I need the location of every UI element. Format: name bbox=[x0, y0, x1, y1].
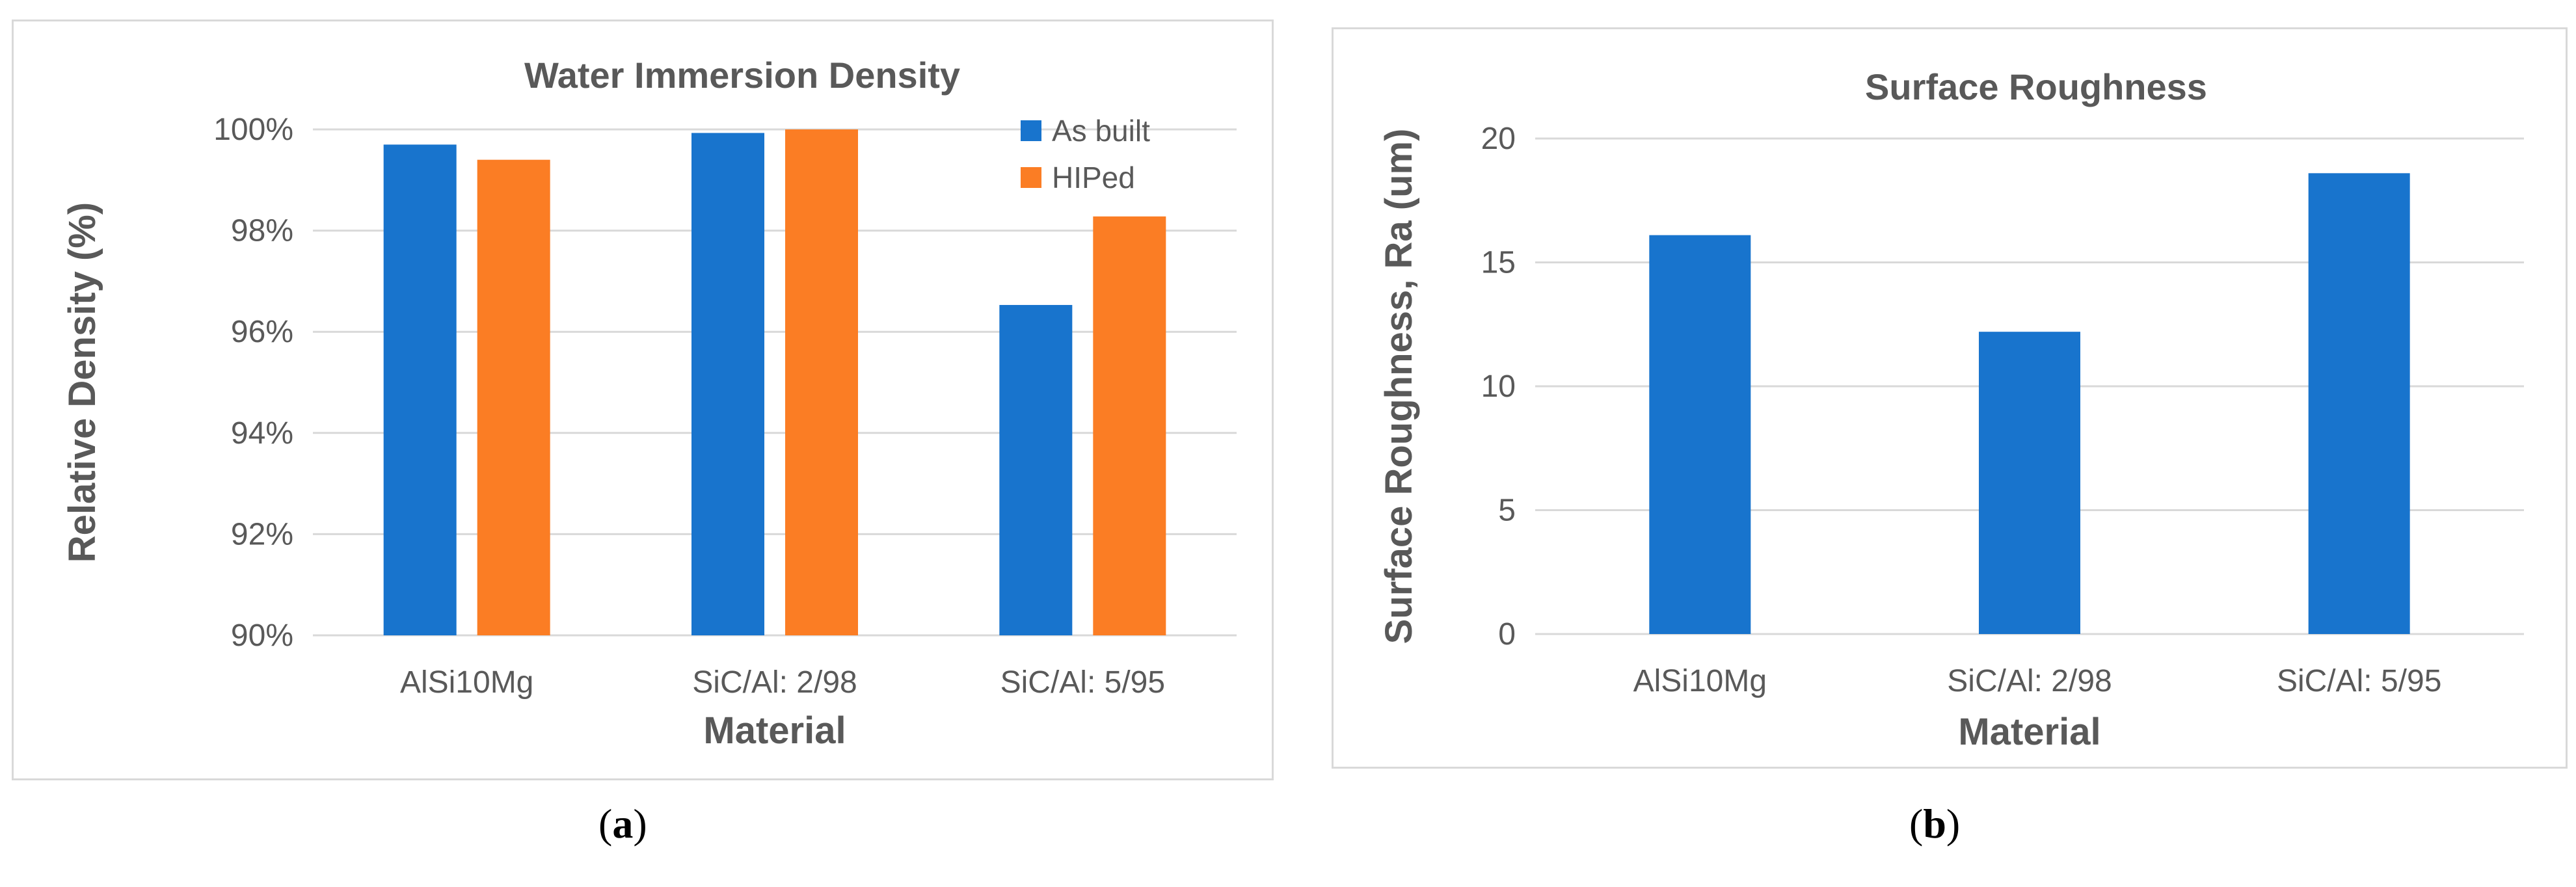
y-axis-title: Surface Roughness, Ra (um) bbox=[1378, 129, 1420, 644]
x-tick-label: SiC/Al: 5/95 bbox=[2277, 664, 2441, 698]
roughness-chart-svg: Surface Roughness 0 5 10 15 20 AlSi10Mg SiC/Al:… bbox=[1378, 66, 2524, 753]
x-tick-label: SiC/Al: 2/98 bbox=[692, 665, 857, 700]
chart-panel-roughness: Surface Roughness 0 5 10 15 20 AlSi10Mg SiC/Al:… bbox=[1332, 27, 2568, 769]
legend-swatch bbox=[1021, 120, 1041, 141]
chart-title: Water Immersion Density bbox=[524, 55, 960, 96]
bar-as-built bbox=[383, 144, 457, 636]
y-tick-label: 98% bbox=[231, 214, 293, 248]
bar-surface-roughness bbox=[1649, 235, 1751, 635]
y-axis-title: Relative Density (%) bbox=[61, 202, 103, 563]
x-axis-title: Material bbox=[1958, 711, 2100, 753]
x-tick-label: AlSi10Mg bbox=[1633, 664, 1767, 698]
caption-b: (b) bbox=[1909, 801, 1961, 847]
legend-label: HIPed bbox=[1052, 161, 1135, 194]
x-tick-label: SiC/Al: 2/98 bbox=[1947, 664, 2112, 698]
bar-surface-roughness bbox=[1979, 332, 2080, 634]
legend-swatch bbox=[1021, 167, 1041, 188]
y-tick-label: 92% bbox=[231, 517, 293, 551]
y-tick-label: 100% bbox=[213, 113, 293, 147]
legend-label: As built bbox=[1052, 114, 1150, 148]
bar-hiped bbox=[785, 129, 858, 635]
x-tick-label: AlSi10Mg bbox=[400, 665, 533, 700]
x-tick-label: SiC/Al: 5/95 bbox=[1000, 665, 1165, 700]
y-tick-label: 5 bbox=[1498, 494, 1516, 528]
bar-as-built bbox=[999, 304, 1073, 635]
chart-title: Surface Roughness bbox=[1865, 66, 2207, 107]
bar-surface-roughness bbox=[2308, 173, 2410, 635]
bar-as-built bbox=[691, 133, 764, 636]
y-tick-label: 96% bbox=[231, 315, 293, 349]
y-tick-label: 0 bbox=[1498, 617, 1516, 652]
y-tick-label: 94% bbox=[231, 416, 293, 451]
y-tick-label: 90% bbox=[231, 618, 293, 653]
x-axis-title: Material bbox=[703, 709, 846, 752]
bar-hiped bbox=[477, 159, 550, 635]
caption-a: (a) bbox=[598, 801, 647, 847]
y-tick-label: 15 bbox=[1481, 246, 1516, 280]
density-chart-svg: Water Immersion Density 90% 92% 94% 96% 98% 10… bbox=[61, 55, 1237, 752]
bar-hiped bbox=[1093, 216, 1166, 635]
y-tick-label: 20 bbox=[1481, 122, 1516, 156]
y-tick-label: 10 bbox=[1481, 369, 1516, 404]
chart-panel-density: Water Immersion Density 90% 92% 94% 96% 98% 10… bbox=[12, 20, 1274, 780]
